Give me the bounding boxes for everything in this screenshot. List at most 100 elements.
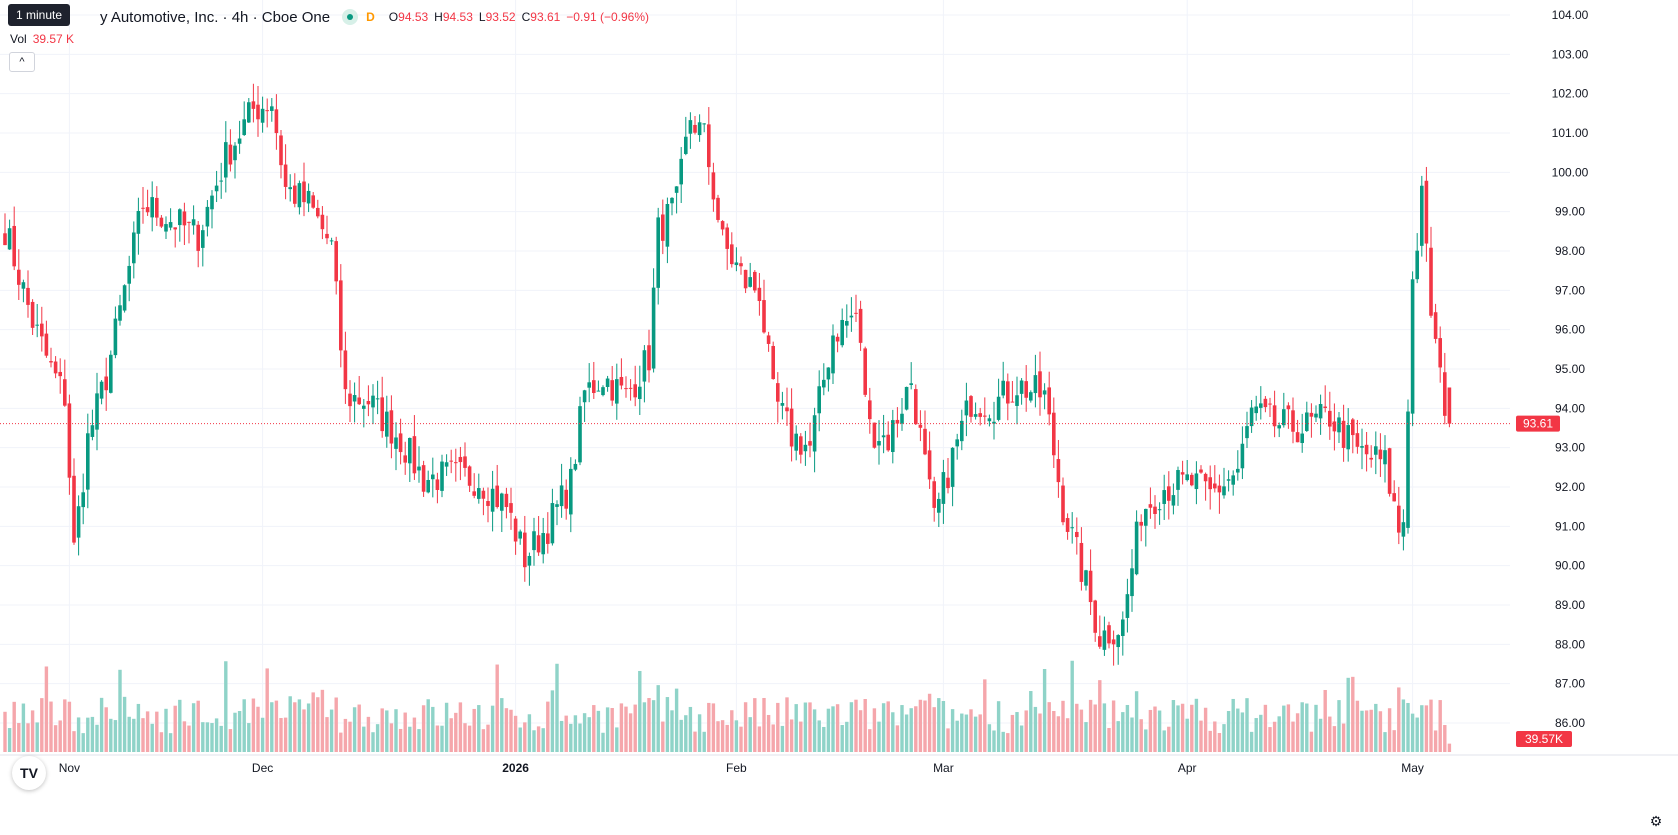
candle-body	[803, 444, 808, 452]
candle-body	[872, 422, 877, 448]
market-status-icon[interactable]	[342, 9, 359, 25]
volume-bar	[1429, 699, 1433, 752]
candle	[1433, 303, 1438, 344]
candle	[955, 433, 959, 460]
candle-body	[532, 531, 536, 551]
candle	[946, 458, 950, 494]
candle	[918, 410, 923, 442]
candle-body	[311, 195, 315, 208]
candle-body	[661, 214, 665, 241]
candle-body	[1116, 635, 1120, 648]
volume-bar	[932, 707, 936, 752]
open-label: O	[388, 10, 399, 24]
volume-bar	[1098, 680, 1102, 752]
volume-bar	[555, 663, 559, 752]
candle-body	[196, 224, 200, 251]
volume-bar	[1309, 731, 1314, 752]
candle-body	[753, 271, 757, 291]
price-axis[interactable]: 104.00 103.00 102.00 101.00 100.00 99.00 98.00…	[1552, 8, 1589, 730]
volume-bar	[440, 725, 444, 752]
tradingview-logo-icon[interactable]: TV	[12, 756, 46, 790]
candle	[159, 215, 164, 229]
volume-bar	[527, 714, 532, 752]
candle	[707, 107, 711, 185]
candle	[960, 409, 964, 451]
volume-bar	[362, 726, 366, 752]
candle-body	[1332, 421, 1337, 432]
time-axis[interactable]: Nov Dec 2026 Feb Mar Apr May	[59, 761, 1424, 775]
candle	[127, 255, 131, 302]
volume-bar	[523, 722, 527, 752]
candle	[628, 379, 633, 401]
volume-bar	[210, 723, 214, 752]
volume-bar	[1263, 704, 1268, 752]
volume-bar	[95, 724, 99, 752]
settings-gear-icon[interactable]: ⚙	[1649, 813, 1663, 829]
volume-bar	[1111, 700, 1116, 752]
volume-bar	[1364, 710, 1369, 752]
delayed-flag[interactable]: D	[366, 10, 375, 24]
candle	[122, 284, 127, 313]
candle-body	[1323, 406, 1327, 409]
candle	[380, 376, 384, 438]
time-tick-label: 2026	[502, 761, 529, 775]
candle-body	[822, 379, 826, 388]
collapse-legend-button[interactable]: ^	[9, 52, 35, 72]
candle	[987, 414, 992, 427]
volume-bar	[1075, 703, 1079, 752]
volume-bar	[408, 726, 412, 752]
candle-body	[720, 221, 725, 230]
candle-body	[656, 217, 660, 288]
volume-bar	[1401, 699, 1406, 752]
candle	[619, 358, 624, 390]
candle	[1070, 512, 1074, 544]
candle-body	[711, 172, 716, 200]
candle	[1231, 470, 1235, 496]
candle-body	[730, 244, 734, 265]
candle	[927, 431, 932, 489]
candle	[113, 306, 118, 359]
volume-bar	[1443, 725, 1447, 752]
candle	[840, 308, 844, 348]
candle-body	[375, 398, 380, 400]
candle	[1364, 431, 1369, 472]
candle	[1029, 390, 1033, 403]
candle	[1282, 392, 1286, 428]
volume-bar	[950, 709, 955, 752]
candle	[320, 206, 325, 240]
candle	[251, 83, 256, 123]
volume-bar	[1194, 698, 1199, 752]
open-value: 94.53	[398, 10, 429, 24]
candle-body	[1024, 381, 1028, 398]
candle-body	[1102, 630, 1107, 650]
volume-bar	[1420, 705, 1424, 752]
candle	[357, 375, 361, 405]
candle	[1042, 383, 1047, 410]
candle	[173, 227, 177, 248]
price-tick-label: 95.00	[1555, 362, 1585, 376]
candle	[311, 192, 315, 209]
candle-body	[302, 181, 306, 203]
volume-bar	[1245, 698, 1249, 752]
volume-bar	[1291, 721, 1295, 752]
candle	[1226, 470, 1231, 492]
candle-body	[766, 335, 771, 344]
candle-body	[546, 533, 550, 544]
candle	[35, 304, 39, 338]
volume-bar	[237, 711, 242, 752]
volume-bar	[803, 702, 808, 752]
interval-tooltip: 1 minute	[8, 4, 71, 26]
candle-body	[1208, 477, 1212, 490]
candle-body	[780, 403, 785, 406]
candle	[573, 459, 578, 472]
volume-bar	[136, 703, 141, 752]
volume-bar	[1226, 711, 1231, 752]
price-tick-label: 88.00	[1555, 637, 1585, 651]
candle-body	[53, 361, 58, 374]
volume-bar	[1259, 714, 1263, 752]
symbol-title[interactable]: y Automotive, Inc. · 4h · Cboe One	[100, 8, 331, 26]
volume-label: Vol	[10, 32, 27, 46]
candle-body	[316, 207, 320, 217]
